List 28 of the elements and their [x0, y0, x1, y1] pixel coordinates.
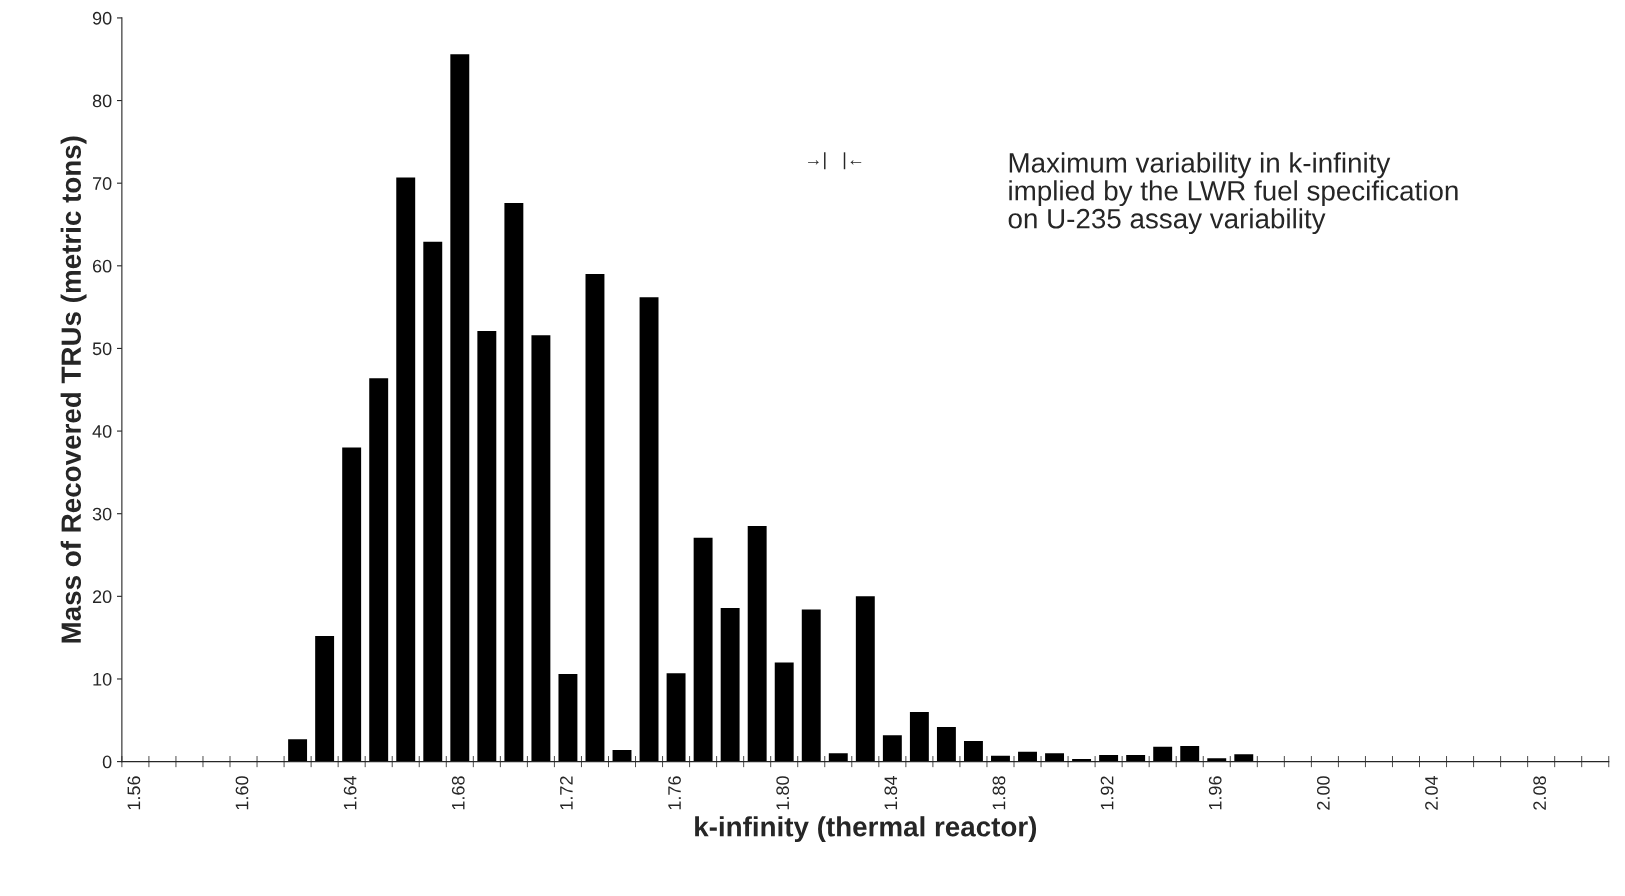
x-tick-label: 2.00 — [1316, 776, 1330, 810]
y-tick-label: 80 — [92, 94, 112, 108]
y-tick-label: 0 — [102, 755, 112, 769]
x-tick-label: 1.84 — [884, 776, 898, 810]
x-tick-label: 1.64 — [343, 776, 357, 810]
x-tick-label: 2.08 — [1533, 776, 1547, 810]
x-tick-label: 2.04 — [1425, 776, 1438, 810]
y-tick-label: 70 — [93, 177, 112, 190]
x-tick-label: 1.56 — [127, 776, 141, 810]
x-tick-label: 1.68 — [451, 776, 465, 810]
x-axis-title: k-infinity (thermal reactor) — [695, 816, 1037, 843]
x-tick-label: 1.60 — [235, 776, 249, 810]
y-tick-label: 90 — [92, 11, 112, 25]
x-tick-label: 1.80 — [776, 776, 790, 810]
x-tick-label: 1.96 — [1208, 776, 1222, 810]
annotation: Maximum variability in k-infinity implied by the LWR fuel specification on U-235 assay variability — [1008, 152, 1458, 235]
x-tick-label: 1.88 — [992, 776, 1006, 810]
y-tick-label: 40 — [92, 425, 112, 438]
x-tick-label: 1.72 — [560, 776, 573, 810]
y-tick-label: 50 — [92, 342, 112, 356]
x-tick-label: 1.76 — [668, 776, 681, 810]
y-tick-label: 60 — [92, 259, 112, 273]
y-tick-label: 20 — [92, 590, 112, 604]
y-tick-label: 30 — [92, 507, 112, 521]
y-tick-label: 10 — [93, 672, 112, 686]
y-axis-title: Mass of Recovered TRUs (metric tons) — [60, 136, 87, 643]
annotation: →| |← — [808, 152, 862, 170]
x-tick-label: 1.92 — [1100, 776, 1114, 810]
